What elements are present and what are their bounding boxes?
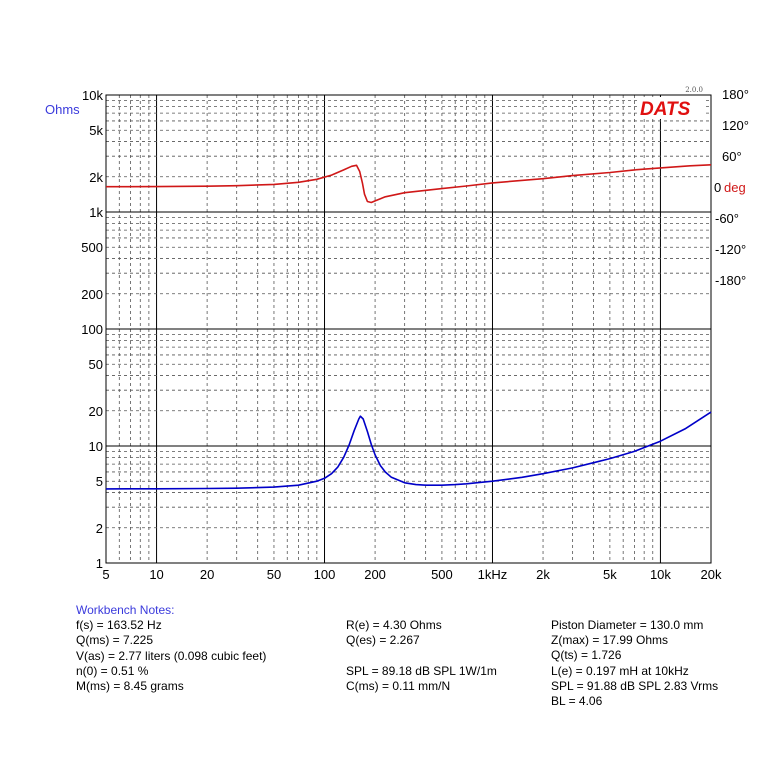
y-left-tick-label: 100 <box>81 322 103 337</box>
x-tick-label: 1kHz <box>478 567 508 582</box>
x-tick-label: 20k <box>701 567 722 582</box>
software-version: 2.0.0 <box>685 86 703 94</box>
x-tick-label: 200 <box>364 567 386 582</box>
x-tick-label: 50 <box>267 567 281 582</box>
y-right-tick-label: 60° <box>722 149 742 164</box>
y-left-tick-label: 2 <box>96 521 103 536</box>
y-left-tick-label: 1k <box>89 205 103 220</box>
impedance-chart: 5 10 20 50 100 200 500 1kHz 2k 5k 10k 20k10k5k2k1k5… <box>45 86 749 582</box>
y-right-tick-label: 180° <box>722 87 749 102</box>
plot-border <box>105 94 712 564</box>
notes-fs: f(s) = 163.52 Hz <box>76 618 162 633</box>
y-right-tick-label: -180° <box>715 273 746 288</box>
y-left-tick-label: 10k <box>82 88 103 103</box>
notes-piston-diameter: Piston Diameter = 130.0 mm <box>551 618 704 632</box>
y-left-tick-label: 10 <box>89 439 103 454</box>
x-tick-label: 100 <box>314 567 336 582</box>
chart-grid <box>106 95 711 563</box>
y-right-axis-label: deg <box>724 180 746 195</box>
y-left-tick-label: 500 <box>81 240 103 255</box>
notes-vas: V(as) = 2.77 liters (0.098 cubic feet) <box>76 648 267 663</box>
notes-qes: Q(es) = 2.267 <box>346 633 420 648</box>
workbench-notes-title: Workbench Notes: <box>76 603 175 617</box>
x-tick-label: 5k <box>603 567 617 582</box>
x-tick-label: 2k <box>536 567 550 582</box>
y-left-tick-label: 200 <box>81 287 103 302</box>
notes-spl-1w: SPL = 89.18 dB SPL 1W/1m <box>346 663 497 678</box>
y-right-tick-label: -60° <box>715 211 739 226</box>
chart-series <box>105 164 712 490</box>
y-left-tick-label: 1 <box>96 556 103 571</box>
notes-zmax: Z(max) = 17.99 Ohms <box>551 633 669 648</box>
chart-labels: 5 10 20 50 100 200 500 1kHz 2k 5k 10k 20k10k5k2k1k5… <box>45 86 749 582</box>
x-tick-label: 10 <box>149 567 163 582</box>
notes-qms: Q(ms) = 7.225 <box>76 633 154 648</box>
notes-n0: n(0) = 0.51 % <box>76 663 149 678</box>
y-left-axis-label: Ohms <box>45 102 80 117</box>
x-tick-label: 20 <box>200 567 214 582</box>
plot-frame <box>105 94 712 564</box>
impedance-curve <box>105 411 712 490</box>
notes-mms: M(ms) = 8.45 grams <box>76 679 184 694</box>
phase-curve <box>105 164 712 204</box>
workbench-notes: Workbench Notes: f(s) = 163.52 Hz Q(ms) … <box>76 603 266 694</box>
logo-backdrop <box>637 97 705 119</box>
notes-qts: Q(ts) = 1.726 <box>551 648 622 663</box>
notes-column-2: R(e) = 4.30 Ohms Q(es) = 2.267 SPL = 89.… <box>346 618 497 694</box>
x-tick-label: 10k <box>650 567 671 582</box>
notes-column-3: Piston Diameter = 130.0 mm Z(max) = 17.9… <box>551 618 718 709</box>
notes-spl-283: SPL = 91.88 dB SPL 2.83 Vrms <box>551 678 719 693</box>
y-left-tick-label: 5k <box>89 123 103 138</box>
notes-re: R(e) = 4.30 Ohms <box>346 618 442 632</box>
y-right-tick-label: 120° <box>722 118 749 133</box>
notes-blank <box>346 648 497 663</box>
y-right-tick-label: 0 <box>714 180 721 195</box>
x-tick-label: 500 <box>431 567 453 582</box>
y-right-tick-label: -120° <box>715 242 746 257</box>
y-left-tick-label: 5 <box>96 474 103 489</box>
y-left-tick-label: 20 <box>89 404 103 419</box>
x-tick-label: 5 <box>102 567 109 582</box>
notes-bl: BL = 4.06 <box>551 694 603 709</box>
y-left-tick-label: 50 <box>89 357 103 372</box>
y-left-tick-label: 2k <box>89 170 103 185</box>
notes-cms: C(ms) = 0.11 mm/N <box>346 678 451 693</box>
dats-logo: DATS <box>640 99 691 120</box>
notes-le: L(e) = 0.197 mH at 10kHz <box>551 663 689 678</box>
